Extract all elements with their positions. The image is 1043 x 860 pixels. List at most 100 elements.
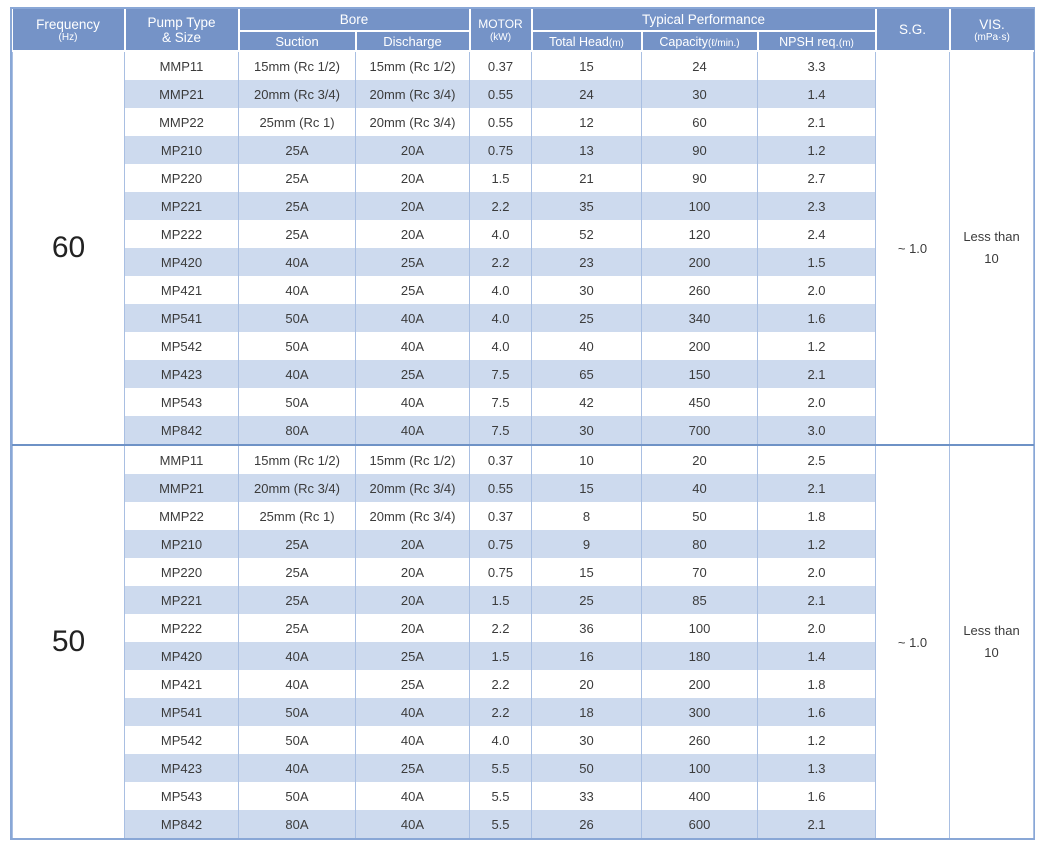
header-capacity-unit: (ℓ/min.)	[708, 37, 740, 49]
cell-suction: 20mm (Rc 3/4)	[238, 474, 356, 502]
section-60hz: 60 MMP11 15mm (Rc 1/2) 15mm (Rc 1/2) 0.37 15 2…	[12, 51, 1034, 445]
cell-motor: 2.2	[469, 698, 532, 726]
table-row: MMP21 20mm (Rc 3/4) 20mm (Rc 3/4) 0.55 24 30 1…	[13, 80, 1034, 108]
cell-capacity: 100	[641, 192, 758, 220]
cell-npsh: 3.3	[757, 51, 876, 80]
table-row: MMP22 25mm (Rc 1) 20mm (Rc 3/4) 0.37 8 50 1.8	[13, 502, 1034, 530]
cell-motor: 7.5	[469, 416, 532, 445]
cell-motor: 0.37	[469, 502, 532, 530]
cell-npsh: 2.7	[757, 164, 876, 192]
cell-vis-line: 10	[984, 645, 999, 660]
cell-model: MP542	[124, 726, 239, 754]
cell-motor: 5.5	[469, 782, 532, 810]
cell-suction: 50A	[238, 332, 356, 360]
cell-npsh: 1.4	[757, 80, 876, 108]
cell-motor: 7.5	[469, 388, 532, 416]
header-frequency: Frequency (Hz)	[12, 9, 126, 52]
cell-model: MMP22	[124, 108, 239, 136]
cell-capacity: 200	[641, 248, 758, 276]
cell-discharge: 25A	[355, 276, 470, 304]
cell-motor: 4.0	[469, 726, 532, 754]
cell-capacity: 340	[641, 304, 758, 332]
cell-model: MP210	[124, 136, 239, 164]
cell-npsh: 3.0	[757, 416, 876, 445]
cell-capacity: 90	[641, 136, 758, 164]
header-pump-type: Pump Type & Size	[123, 9, 240, 52]
cell-total-head: 30	[531, 276, 642, 304]
section-50hz: 50 MMP11 15mm (Rc 1/2) 15mm (Rc 1/2) 0.37 10 2…	[12, 445, 1034, 838]
table-row: MP423 40A 25A 7.5 65 150 2.1	[13, 360, 1034, 388]
cell-suction: 20mm (Rc 3/4)	[238, 80, 356, 108]
cell-discharge: 25A	[355, 248, 470, 276]
table-row: MP842 80A 40A 5.5 26 600 2.1	[13, 810, 1034, 838]
cell-discharge: 20A	[355, 136, 470, 164]
cell-model: MP220	[124, 164, 239, 192]
header-npsh-unit: (m)	[838, 37, 854, 49]
cell-suction: 80A	[238, 810, 356, 838]
cell-frequency: 60	[12, 51, 125, 445]
cell-motor: 1.5	[469, 164, 532, 192]
cell-total-head: 21	[531, 164, 642, 192]
cell-npsh: 2.1	[757, 360, 876, 388]
cell-discharge: 20mm (Rc 3/4)	[355, 108, 470, 136]
header-vis: VIS. (mPa·s)	[948, 9, 1034, 52]
cell-capacity: 700	[641, 416, 758, 445]
cell-suction: 15mm (Rc 1/2)	[238, 445, 356, 474]
cell-model: MP221	[124, 192, 239, 220]
cell-vis: Less than 10	[949, 445, 1034, 838]
header-frequency-label: Frequency	[36, 16, 100, 32]
cell-capacity: 80	[641, 530, 758, 558]
header-npsh-label: NPSH req.	[779, 34, 839, 49]
cell-model: MP222	[124, 220, 239, 248]
cell-suction: 25A	[238, 558, 356, 586]
cell-suction: 40A	[238, 276, 356, 304]
table-row: MP221 25A 20A 2.2 35 100 2.3	[13, 192, 1034, 220]
cell-capacity: 600	[641, 810, 758, 838]
cell-motor: 0.37	[469, 51, 532, 80]
cell-capacity: 300	[641, 698, 758, 726]
cell-npsh: 1.2	[757, 332, 876, 360]
cell-npsh: 2.4	[757, 220, 876, 248]
cell-total-head: 9	[531, 530, 642, 558]
cell-discharge: 40A	[355, 726, 470, 754]
cell-discharge: 20A	[355, 164, 470, 192]
cell-total-head: 50	[531, 754, 642, 782]
cell-suction: 40A	[238, 248, 356, 276]
cell-discharge: 15mm (Rc 1/2)	[355, 445, 470, 474]
header-discharge: Discharge	[354, 30, 471, 52]
cell-capacity: 400	[641, 782, 758, 810]
cell-model: MP542	[124, 332, 239, 360]
table-row: MP420 40A 25A 1.5 16 180 1.4	[13, 642, 1034, 670]
cell-model: MP210	[124, 530, 239, 558]
header-bore-group: Bore	[237, 9, 471, 32]
cell-discharge: 20A	[355, 558, 470, 586]
header-row-1: Frequency (Hz) Pump Type & Size Bore MOT…	[12, 9, 1034, 52]
cell-npsh: 2.0	[757, 276, 876, 304]
table-row: MP541 50A 40A 2.2 18 300 1.6	[13, 698, 1034, 726]
cell-motor: 2.2	[469, 670, 532, 698]
header-pump-type-line2: & Size	[161, 29, 202, 45]
cell-discharge: 40A	[355, 304, 470, 332]
cell-model: MP541	[124, 304, 239, 332]
table-row: MMP21 20mm (Rc 3/4) 20mm (Rc 3/4) 0.55 15 40 2…	[13, 474, 1034, 502]
cell-discharge: 15mm (Rc 1/2)	[355, 51, 470, 80]
cell-total-head: 25	[531, 304, 642, 332]
cell-capacity: 450	[641, 388, 758, 416]
cell-suction: 25A	[238, 192, 356, 220]
cell-total-head: 52	[531, 220, 642, 248]
cell-motor: 2.2	[469, 248, 532, 276]
cell-npsh: 1.8	[757, 670, 876, 698]
table-row: MP221 25A 20A 1.5 25 85 2.1	[13, 586, 1034, 614]
cell-capacity: 200	[641, 332, 758, 360]
cell-motor: 0.55	[469, 474, 532, 502]
cell-vis: Less than 10	[949, 51, 1034, 445]
cell-motor: 0.55	[469, 108, 532, 136]
cell-discharge: 25A	[355, 642, 470, 670]
cell-suction: 40A	[238, 360, 356, 388]
pump-spec-table: Frequency (Hz) Pump Type & Size Bore MOT…	[12, 9, 1034, 838]
cell-total-head: 65	[531, 360, 642, 388]
header-total-head-label: Total Head	[549, 34, 609, 49]
cell-model: MP543	[124, 782, 239, 810]
cell-total-head: 33	[531, 782, 642, 810]
table-row: MP541 50A 40A 4.0 25 340 1.6	[13, 304, 1034, 332]
